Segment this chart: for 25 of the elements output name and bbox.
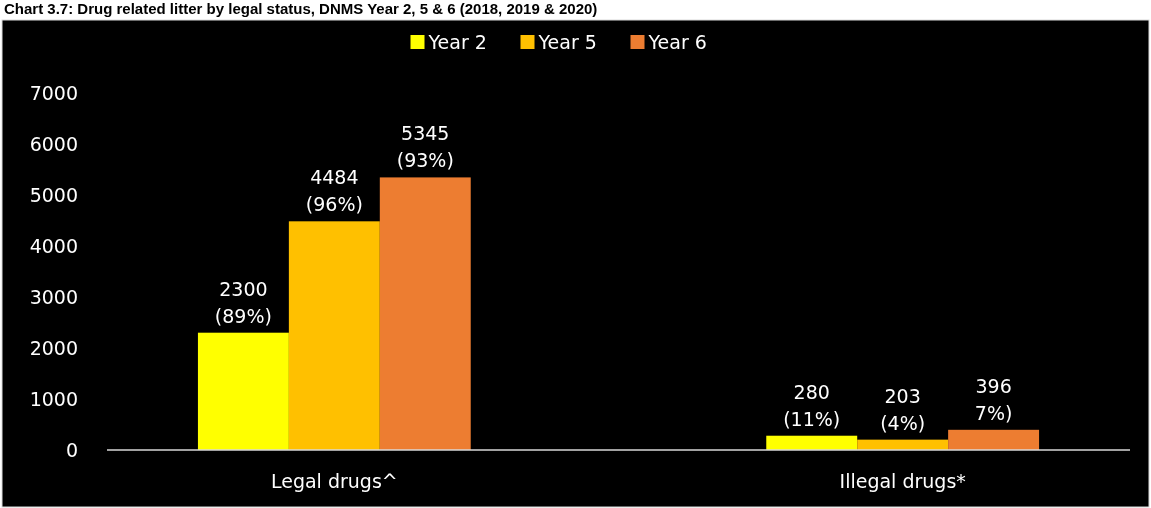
data-label: 396 7%) [974, 374, 1013, 424]
legend-label: Year 6 [647, 31, 707, 53]
bar [766, 435, 858, 450]
y-tick-label: 2000 [29, 337, 78, 359]
x-tick-label: Illegal drugs* [839, 470, 966, 492]
y-tick-label: 6000 [29, 133, 78, 155]
data-label: 4484 (96%) [305, 166, 363, 216]
data-label: 5345 (93%) [396, 122, 454, 172]
bar [948, 429, 1040, 450]
y-tick-label: 4000 [29, 235, 78, 257]
chart-title: Chart 3.7: Drug related litter by legal status, DNMS Year 2, 5 & 6 (2018, 2019 & 2020) [4, 0, 598, 17]
y-tick-label: 1000 [29, 388, 78, 410]
y-tick-label: 5000 [29, 184, 78, 206]
bar [379, 177, 471, 450]
legend-label: Year 2 [427, 31, 487, 53]
bar [197, 332, 289, 450]
y-tick-label: 3000 [29, 286, 78, 308]
data-label: 2300 (89%) [214, 277, 272, 327]
y-tick-label: 0 [65, 439, 78, 461]
x-tick-label: Legal drugs^ [270, 470, 398, 492]
y-tick-label: 7000 [29, 82, 78, 104]
legend-label: Year 5 [537, 31, 597, 53]
bar [288, 221, 380, 450]
data-label: 280 (11%) [783, 380, 841, 430]
data-label: 203 (4%) [880, 384, 926, 434]
